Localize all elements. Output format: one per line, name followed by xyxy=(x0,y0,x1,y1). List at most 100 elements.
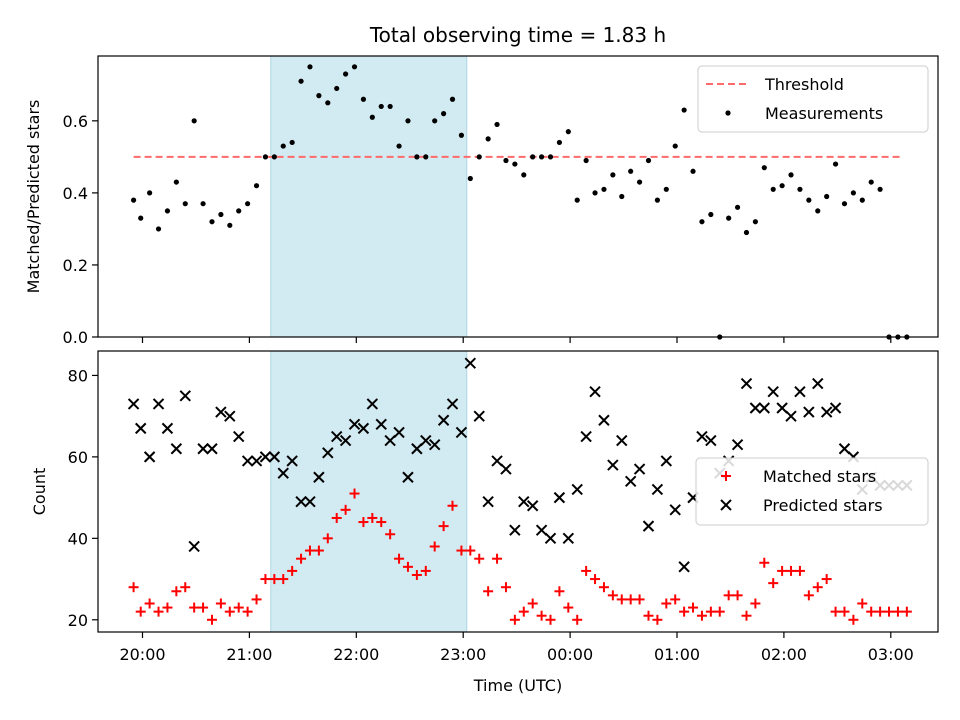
predicted-stars-point xyxy=(509,524,521,536)
matched-stars-point xyxy=(518,606,529,617)
legend-box xyxy=(697,65,929,133)
predicted-stars-point xyxy=(215,406,227,418)
x-tick-label: 23:00 xyxy=(440,645,486,664)
predicted-stars-point xyxy=(375,418,387,431)
matched-stars-point xyxy=(670,594,681,605)
measurement-point xyxy=(797,186,803,192)
matched-stars-point xyxy=(278,574,289,585)
matched-stars-point xyxy=(679,606,690,617)
matched-stars-point xyxy=(420,565,431,576)
matched-stars-point xyxy=(322,533,333,544)
x-tick-label: 20:00 xyxy=(119,645,165,664)
predicted-stars-point xyxy=(633,463,646,475)
measurement-point xyxy=(449,96,456,102)
measurement-point xyxy=(859,197,865,203)
measurement-point xyxy=(378,103,384,110)
measurement-point xyxy=(556,139,563,146)
measurement-point xyxy=(734,204,741,210)
measurement-point xyxy=(396,143,402,149)
predicted-stars-point xyxy=(161,422,174,435)
matched-stars-point xyxy=(135,606,146,617)
measurement-point xyxy=(387,103,393,110)
predicted-stars-point xyxy=(322,447,334,459)
matched-stars-point xyxy=(162,602,173,613)
matched-stars-point xyxy=(688,602,699,613)
bottom-y-ticks: 20 40 60 80 xyxy=(68,366,98,630)
x-tick-label: 21:00 xyxy=(226,645,272,664)
measurement-point xyxy=(405,118,411,124)
matched-stars-point xyxy=(296,553,307,564)
matched-stars-point xyxy=(411,569,422,580)
predicted-stars-point xyxy=(589,386,601,398)
matched-stars-point xyxy=(367,512,378,523)
matched-stars-point xyxy=(794,565,805,576)
matched-stars-point xyxy=(153,606,164,617)
predicted-stars-point xyxy=(428,438,441,451)
predicted-stars-point xyxy=(473,410,485,422)
measurement-point xyxy=(236,208,242,214)
predicted-stars-point xyxy=(339,434,352,447)
measurement-point xyxy=(200,201,206,207)
predicted-stars-point xyxy=(491,455,503,467)
measurement-point xyxy=(761,165,767,171)
predicted-stars-point xyxy=(820,406,833,418)
measurement-point xyxy=(316,93,322,99)
measurement-point xyxy=(467,175,473,182)
chart-title: Total observing time = 1.83 h xyxy=(369,23,666,47)
measurement-point xyxy=(530,154,536,160)
bottom-y-axis-label: Count xyxy=(30,468,49,516)
matched-stars-point xyxy=(848,614,859,625)
predicted-stars-point xyxy=(838,443,851,455)
measurement-point xyxy=(868,179,874,185)
matched-stars-point xyxy=(625,594,636,605)
measurement-point xyxy=(770,186,776,192)
measurement-point xyxy=(369,114,375,120)
predicted-stars-point xyxy=(803,406,815,418)
predicted-stars-point xyxy=(758,402,771,414)
predicted-stars-point xyxy=(776,402,788,414)
bottom-marks xyxy=(127,357,913,625)
legend-matched-swatch xyxy=(721,471,731,481)
matched-stars-point xyxy=(340,504,351,515)
measurement-point xyxy=(681,107,687,113)
matched-stars-point xyxy=(616,594,627,605)
matched-stars-point xyxy=(554,586,565,597)
matched-stars-point xyxy=(741,610,752,621)
measurement-point xyxy=(360,96,367,102)
matched-stars-point xyxy=(242,606,253,617)
matched-stars-point xyxy=(287,565,298,576)
predicted-stars-point xyxy=(678,561,690,573)
predicted-stars-point xyxy=(669,504,681,516)
matched-stars-point xyxy=(206,614,217,625)
measurement-point xyxy=(262,154,269,160)
predicted-stars-point xyxy=(705,434,717,447)
measurement-point xyxy=(832,161,839,167)
measurement-point xyxy=(538,154,545,160)
predicted-stars-point xyxy=(295,495,307,508)
bottom-axes-frame xyxy=(97,350,939,633)
measurement-point xyxy=(512,161,518,167)
y-tick-label: 0.0 xyxy=(63,328,88,347)
predicted-stars-point xyxy=(696,430,708,443)
predicted-stars-point xyxy=(571,483,583,496)
matched-stars-point xyxy=(304,545,315,556)
predicted-stars-point xyxy=(206,443,218,455)
measurement-point xyxy=(334,85,340,92)
measurement-point xyxy=(583,157,589,164)
predicted-stars-point xyxy=(829,402,842,414)
predicted-stars-point xyxy=(127,398,140,410)
matched-stars-point xyxy=(705,606,716,617)
matched-stars-point xyxy=(171,586,182,597)
matched-stars-point xyxy=(144,598,155,609)
predicted-stars-point xyxy=(384,434,396,447)
matched-stars-point xyxy=(358,517,369,528)
measurement-point xyxy=(743,229,750,236)
matched-stars-point xyxy=(402,561,413,572)
predicted-stars-point xyxy=(526,500,539,512)
top-panel: 0.0 0.2 0.4 0.6 Matched/Predicted stars Thr… xyxy=(24,55,939,347)
matched-stars-point xyxy=(572,614,583,625)
predicted-stars-point xyxy=(518,495,530,508)
legend-predicted-swatch xyxy=(720,499,732,511)
matched-stars-point xyxy=(696,610,707,621)
